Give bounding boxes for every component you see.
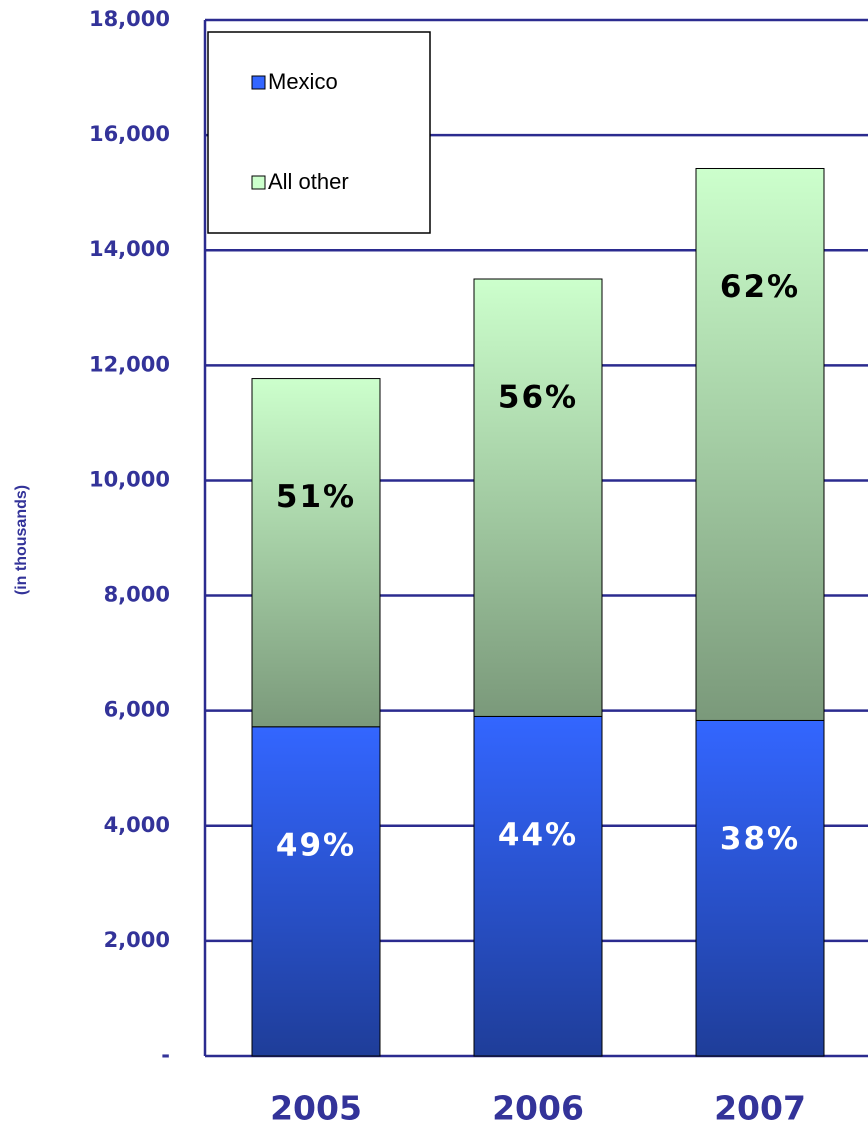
legend-swatch <box>251 175 266 190</box>
y-tick-label: - <box>161 1043 170 1067</box>
y-axis-label: (in thousands) <box>13 485 30 595</box>
legend-label: All other <box>268 169 349 194</box>
bar-shade <box>474 716 602 1056</box>
y-tick-label: 8,000 <box>104 583 170 607</box>
bar-share-label: 62% <box>720 269 800 305</box>
bar-share-label: 56% <box>498 380 578 416</box>
y-tick-label: 6,000 <box>104 698 170 722</box>
y-tick-label: 16,000 <box>89 122 170 146</box>
bar-shade <box>252 378 380 727</box>
x-tick-label: 2005 <box>270 1089 362 1128</box>
bar-shade <box>252 726 380 1056</box>
y-tick-label: 18,000 <box>89 7 170 31</box>
y-tick-label: 2,000 <box>104 928 170 952</box>
bar-shade <box>696 168 824 721</box>
bar-share-label: 38% <box>720 821 800 857</box>
legend-swatch <box>251 75 266 90</box>
legend-label: Mexico <box>268 69 338 94</box>
bar-share-label: 44% <box>498 817 578 853</box>
y-tick-label: 12,000 <box>89 352 170 376</box>
y-tick-label: 4,000 <box>104 813 170 837</box>
x-tick-label: 2006 <box>492 1089 584 1128</box>
bar-shade <box>474 279 602 717</box>
bar-shade <box>696 720 824 1056</box>
x-tick-label: 2007 <box>714 1089 806 1128</box>
y-tick-label: 10,000 <box>89 467 170 491</box>
bar-share-label: 51% <box>276 479 356 515</box>
legend-box <box>207 31 431 234</box>
bar-share-label: 49% <box>276 827 356 863</box>
y-tick-label: 14,000 <box>89 237 170 261</box>
